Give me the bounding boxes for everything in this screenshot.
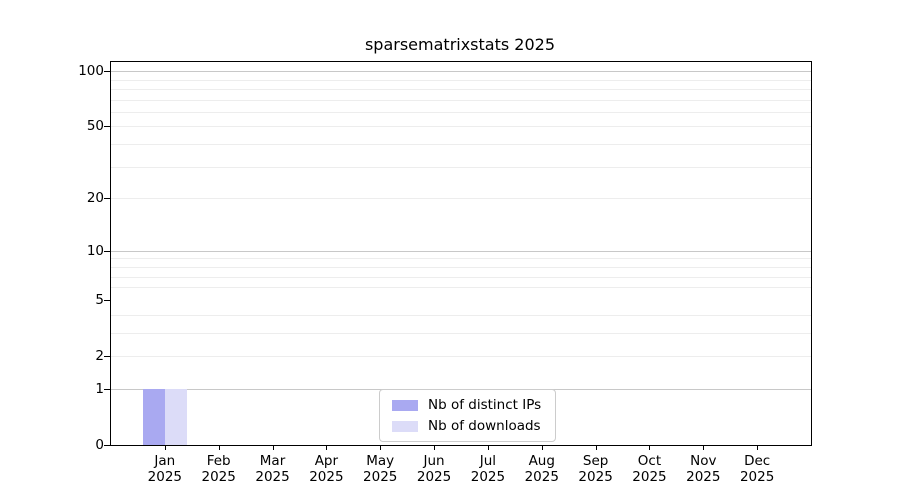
x-tick-mark bbox=[272, 445, 274, 450]
x-tick-label: Apr 2025 bbox=[309, 453, 344, 486]
x-tick-label-line: Mar bbox=[259, 453, 286, 469]
plot-area: 0 1 2 5 10 20 50 100 Jan 2025 Feb 2025 Mar 2025 Apr 20… bbox=[78, 61, 812, 485]
x-tick-label: Mar 2025 bbox=[255, 453, 290, 486]
x-tick-label-line: 2025 bbox=[416, 468, 452, 485]
bar-nb-of-downloads bbox=[164, 388, 187, 445]
minor-gridline bbox=[111, 126, 811, 128]
x-tick-label-line: Jan bbox=[154, 453, 176, 469]
y-tick-mark bbox=[104, 445, 110, 446]
minor-gridline bbox=[111, 79, 811, 81]
chart-title: sparsematrixstats 2025 bbox=[364, 35, 556, 54]
minor-gridline bbox=[111, 88, 811, 90]
y-tick-label: 2 bbox=[95, 347, 104, 364]
y-tick-label: 5 bbox=[95, 291, 104, 308]
x-tick-label-line: Apr bbox=[314, 453, 339, 469]
y-tick-mark bbox=[104, 299, 110, 301]
x-tick-label: Nov 2025 bbox=[686, 453, 721, 486]
x-tick-label-line: Nov bbox=[690, 453, 717, 469]
x-tick-label-line: Oct bbox=[637, 453, 662, 469]
x-tick-label: Aug 2025 bbox=[524, 453, 559, 486]
x-tick-label-line: Jun bbox=[423, 453, 445, 469]
legend-label: Nb of distinct IPs bbox=[428, 397, 542, 413]
minor-gridline bbox=[111, 111, 811, 113]
minor-gridline bbox=[111, 258, 811, 260]
y-tick-mark bbox=[104, 250, 110, 252]
legend-item-downloads: Nb of downloads bbox=[388, 418, 545, 434]
y-tick-mark bbox=[104, 126, 110, 128]
y-tick-label: 10 bbox=[86, 242, 104, 259]
x-tick-label-line: 2025 bbox=[470, 468, 506, 485]
legend: Nb of distinct IPs Nb of downloads bbox=[379, 389, 557, 442]
x-tick-label-line: 2025 bbox=[578, 468, 613, 485]
legend-swatch-downloads-icon bbox=[392, 420, 418, 432]
legend-label: Nb of downloads bbox=[428, 418, 541, 434]
minor-gridline bbox=[111, 166, 811, 168]
legend-swatch-distinct-ips-icon bbox=[392, 399, 418, 411]
y-tick-mark bbox=[104, 388, 110, 390]
minor-gridline bbox=[111, 99, 811, 101]
minor-gridline bbox=[111, 198, 811, 200]
x-tick-label-line: Dec bbox=[744, 453, 771, 469]
x-tick-label: Jan 2025 bbox=[147, 453, 183, 486]
y-tick-mark bbox=[104, 198, 110, 200]
legend-item-distinct-ips: Nb of distinct IPs bbox=[388, 397, 545, 413]
x-tick-label-line: 2025 bbox=[739, 468, 775, 485]
minor-gridline bbox=[111, 355, 811, 357]
x-tick-label: Feb 2025 bbox=[201, 453, 236, 486]
y-tick-label: 20 bbox=[86, 190, 104, 207]
x-tick-mark bbox=[703, 445, 705, 450]
x-tick-mark bbox=[757, 445, 759, 450]
minor-gridline bbox=[111, 266, 811, 268]
minor-gridline bbox=[111, 287, 811, 289]
x-tick-mark bbox=[380, 445, 382, 450]
minor-gridline bbox=[111, 144, 811, 146]
x-tick-label-line: 2025 bbox=[632, 468, 667, 485]
bar-nb-of-distinct-ips bbox=[142, 388, 165, 445]
y-tick-label: 100 bbox=[78, 63, 104, 80]
x-tick-label-line: Feb bbox=[206, 453, 231, 469]
x-tick-mark bbox=[164, 445, 166, 450]
x-tick-label: Dec 2025 bbox=[739, 453, 775, 486]
x-tick-label: Oct 2025 bbox=[632, 453, 667, 486]
y-tick-label: 50 bbox=[86, 118, 104, 135]
minor-gridline bbox=[111, 332, 811, 334]
x-tick-label: Jun 2025 bbox=[416, 453, 452, 486]
x-tick-label-line: 2025 bbox=[363, 468, 398, 485]
x-tick-label: Sep 2025 bbox=[578, 453, 613, 486]
x-tick-mark bbox=[649, 445, 651, 450]
x-tick-mark bbox=[487, 445, 489, 450]
y-tick-mark bbox=[104, 71, 110, 73]
x-tick-label-line: 2025 bbox=[201, 468, 236, 485]
minor-gridline bbox=[111, 314, 811, 316]
x-tick-label-line: Jul bbox=[479, 453, 497, 469]
x-tick-mark bbox=[218, 445, 220, 450]
x-tick-label-line: 2025 bbox=[255, 468, 290, 485]
x-tick-label-line: Aug bbox=[528, 453, 555, 469]
minor-gridline bbox=[111, 276, 811, 278]
x-tick-label-line: 2025 bbox=[147, 468, 183, 485]
y-tick-label: 1 bbox=[95, 380, 104, 397]
x-tick-label-line: 2025 bbox=[309, 468, 344, 485]
x-tick-mark bbox=[434, 445, 436, 450]
x-tick-label-line: 2025 bbox=[686, 468, 721, 485]
x-tick-label: May 2025 bbox=[363, 453, 398, 486]
x-tick-label: Jul 2025 bbox=[470, 453, 506, 486]
x-tick-mark bbox=[595, 445, 597, 450]
x-tick-mark bbox=[541, 445, 543, 450]
major-gridline bbox=[111, 250, 811, 252]
major-gridline bbox=[111, 71, 811, 73]
x-tick-label-line: Sep bbox=[582, 453, 609, 469]
x-tick-mark bbox=[326, 445, 328, 450]
x-tick-label-line: 2025 bbox=[524, 468, 559, 485]
x-tick-label-line: May bbox=[366, 453, 395, 469]
y-tick-label: 0 bbox=[95, 437, 104, 453]
y-tick-mark bbox=[104, 355, 110, 357]
